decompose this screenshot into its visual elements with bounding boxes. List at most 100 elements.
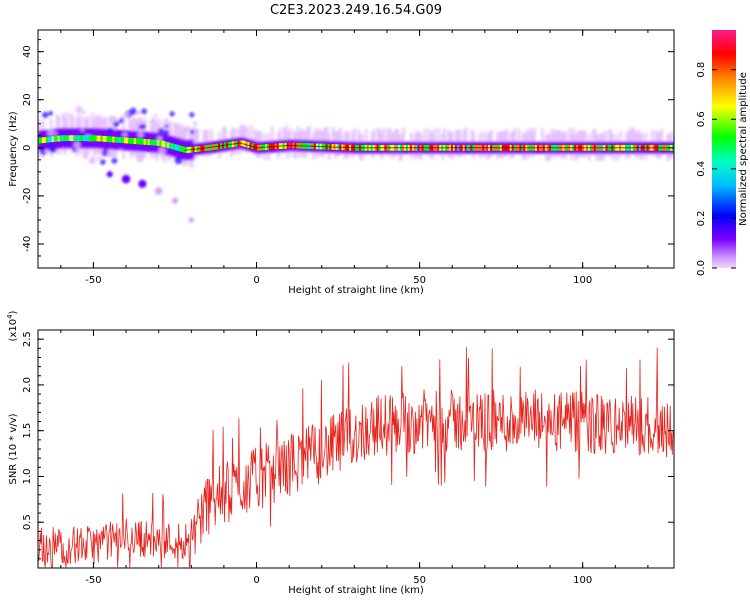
heatmap-cell bbox=[77, 135, 81, 142]
snr-y-label: SNR (10 * v/v) bbox=[8, 413, 19, 484]
heatmap-branch-blob bbox=[138, 179, 147, 188]
heatmap-cell bbox=[443, 128, 447, 155]
heatmap-cell bbox=[396, 128, 400, 155]
colorbar-tick-label: 0.8 bbox=[696, 62, 707, 78]
snr-x-label: Height of straight line (km) bbox=[288, 585, 424, 596]
x-tick-label: 100 bbox=[573, 575, 592, 586]
heatmap-cell bbox=[110, 136, 114, 143]
y-tick-label: 40 bbox=[22, 45, 33, 58]
heatmap-blob bbox=[106, 127, 114, 135]
heatmap-cell bbox=[628, 128, 632, 155]
heatmap-cell bbox=[674, 142, 678, 154]
colorbar-ticks: 0.0 0.2 0.4 0.6 0.8 bbox=[696, 62, 736, 276]
heatmap-cell bbox=[86, 135, 90, 142]
heatmap-blob bbox=[106, 150, 114, 158]
heatmap-cell bbox=[98, 135, 102, 142]
heatmap-cell bbox=[84, 135, 88, 142]
y-tick-label: -20 bbox=[22, 188, 33, 204]
heatmap-cell bbox=[90, 135, 94, 142]
heatmap-cell bbox=[161, 140, 165, 147]
heatmap-y-label: Frequency (Hz) bbox=[8, 111, 19, 187]
heatmap-cell bbox=[141, 138, 145, 145]
colorbar-gradient bbox=[712, 30, 736, 268]
heatmap-cell bbox=[83, 135, 87, 142]
heatmap-cell bbox=[433, 128, 437, 155]
heatmap-blob bbox=[122, 132, 128, 138]
y-tick-label: 0 bbox=[22, 145, 33, 151]
heatmap-cell bbox=[106, 136, 110, 143]
heatmap-blob bbox=[100, 159, 106, 165]
heatmap-cell bbox=[323, 126, 327, 154]
heatmap-cell bbox=[71, 135, 75, 142]
heatmap-cell bbox=[540, 128, 544, 155]
heatmap-frame bbox=[37, 29, 675, 269]
heatmap-cell bbox=[149, 139, 153, 146]
heatmap-cell bbox=[550, 128, 554, 155]
heatmap-cell bbox=[47, 136, 51, 143]
heatmap-blob bbox=[42, 111, 49, 119]
heatmap-cell bbox=[38, 137, 41, 144]
heatmap-blob bbox=[96, 156, 101, 161]
heatmap-ridge bbox=[184, 142, 674, 151]
heatmap-cell bbox=[63, 135, 67, 142]
heatmap-blob bbox=[169, 111, 175, 117]
heatmap-cell bbox=[112, 136, 116, 143]
heatmap-cell bbox=[39, 137, 43, 144]
heatmap-blob bbox=[44, 149, 50, 154]
heatmap-cell bbox=[147, 139, 151, 146]
heatmap-blob bbox=[46, 128, 55, 137]
colorbar-tick-label: 0.0 bbox=[696, 260, 707, 276]
heatmap-blob bbox=[141, 108, 147, 115]
heatmap-blob bbox=[111, 157, 118, 164]
heatmap-blob bbox=[81, 110, 86, 115]
heatmap-blob bbox=[48, 110, 53, 116]
colorbar-tick-label: 0.6 bbox=[696, 111, 707, 127]
heatmap-blob bbox=[158, 128, 164, 134]
heatmap-cell bbox=[43, 137, 47, 143]
heatmap-cell bbox=[114, 136, 118, 143]
colorbar: 0.0 0.2 0.4 0.6 0.8 Normalized spectral ampl… bbox=[696, 30, 749, 276]
heatmap-branch-blob bbox=[188, 217, 194, 223]
heatmap-cell bbox=[196, 129, 200, 156]
heatmap-cell bbox=[388, 127, 392, 155]
heatmap-cell bbox=[53, 136, 57, 142]
heatmap-cell bbox=[423, 128, 427, 155]
heatmap-cell bbox=[529, 127, 533, 155]
heatmap-blob bbox=[164, 124, 169, 128]
heatmap-blob bbox=[72, 147, 77, 152]
snr-axes: -50 0 50 100 0.5 1.0 1.5 2.0 2.5 bbox=[22, 330, 674, 586]
heatmap-cell bbox=[173, 144, 177, 150]
heatmap-cell bbox=[464, 127, 468, 154]
y-tick-label: 1.0 bbox=[22, 469, 33, 485]
heatmap-cell bbox=[61, 135, 65, 142]
heatmap-cell bbox=[122, 137, 126, 144]
heatmap-cell bbox=[171, 143, 175, 150]
heatmap-cell bbox=[96, 135, 100, 142]
heatmap-panel: -50 0 50 100 -40 -20 0 20 40 Height of straight … bbox=[8, 29, 678, 296]
heatmap-cell bbox=[59, 135, 63, 142]
heatmap-cell bbox=[102, 135, 106, 142]
heatmap-cell bbox=[145, 139, 149, 145]
heatmap-cell bbox=[81, 135, 85, 142]
x-tick-label: 0 bbox=[253, 275, 259, 286]
heatmap-cell bbox=[143, 138, 147, 145]
heatmap-blob bbox=[158, 147, 167, 156]
heatmap-cell bbox=[65, 135, 69, 142]
heatmap-cell bbox=[157, 140, 161, 146]
snr-scale-label: (x104) bbox=[6, 310, 19, 341]
heatmap-cell bbox=[284, 125, 288, 152]
heatmap-cell bbox=[73, 135, 77, 142]
heatmap-blob bbox=[163, 118, 168, 123]
x-tick-label: -50 bbox=[85, 575, 101, 586]
heatmap-cell bbox=[126, 137, 130, 144]
heatmap-axes: -50 0 50 100 -40 -20 0 20 40 bbox=[22, 30, 674, 286]
x-tick-label: 0 bbox=[253, 575, 259, 586]
heatmap-branch-blob bbox=[154, 187, 163, 195]
heatmap-cell bbox=[116, 136, 120, 143]
heatmap-cell bbox=[165, 141, 169, 148]
heatmap-branch-blob bbox=[106, 171, 113, 178]
heatmap-blob bbox=[109, 115, 118, 124]
heatmap-cell bbox=[88, 135, 92, 142]
heatmap-cell bbox=[55, 135, 59, 142]
y-tick-label: 2.5 bbox=[22, 331, 33, 347]
